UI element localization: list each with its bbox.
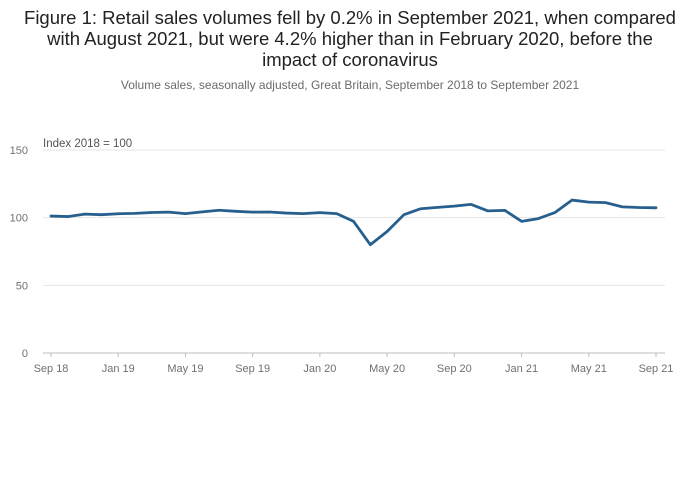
data-point[interactable]: Feb 21: 99.3 [533, 214, 543, 224]
x-axis-ticks: Sep 18 Jan 19 May 19 Sep 19 Jan 20 May 20 Sep … [34, 353, 674, 375]
data-point[interactable]: Sep 18: 101.2 [46, 211, 56, 221]
data-point[interactable]: Mar 19: 103.8 [147, 208, 157, 218]
x-tick-label: Sep 20 [437, 363, 472, 375]
x-tick-label: Sep 21 [639, 363, 674, 375]
data-points: Sep 18: 101.2 Oct 18: 100.8 Nov 18: 102.6 D… [46, 195, 661, 250]
data-point[interactable]: Dec 18: 102.2 [96, 210, 106, 220]
y-axis-ticks: 0 50 100 150 [10, 145, 28, 360]
data-point[interactable]: Aug 19: 104.7 [231, 206, 241, 216]
data-point[interactable]: Jan 20: 103.7 [315, 208, 325, 218]
data-point[interactable]: Jun 20: 102.2 [399, 210, 409, 220]
data-point[interactable]: Sep 20: 108.5 [449, 201, 459, 211]
y-tick-label: 150 [10, 145, 28, 157]
y-tick-label: 0 [22, 348, 28, 360]
x-tick-label: May 21 [571, 363, 607, 375]
data-point[interactable]: Apr 20: 80 [365, 240, 375, 250]
data-point[interactable]: Nov 19: 103.4 [281, 208, 291, 218]
y-axis-label: Index 2018 = 100 [43, 138, 132, 150]
data-point[interactable]: Nov 18: 102.6 [80, 209, 90, 219]
data-point[interactable]: Feb 19: 103.2 [130, 208, 140, 218]
data-point[interactable]: Jul 19: 105.5 [214, 205, 224, 215]
chart-subtitle: Volume sales, seasonally adjusted, Great… [120, 78, 580, 92]
data-point[interactable]: Aug 20: 107.6 [433, 202, 443, 212]
x-tick-label: Jan 19 [102, 363, 135, 375]
y-tick-label: 100 [10, 213, 28, 225]
series-line-volume-sales [49, 198, 658, 247]
data-point[interactable]: Dec 20: 105.4 [500, 205, 510, 215]
series-layer [49, 198, 658, 247]
data-point[interactable]: Jun 19: 104.3 [197, 207, 207, 217]
data-point[interactable]: Aug 21: 107.5 [634, 203, 644, 213]
data-point[interactable]: Jun 21: 111.1 [601, 198, 611, 208]
data-point[interactable]: Oct 20: 109.8 [466, 199, 476, 209]
data-point[interactable]: Jan 19: 102.9 [113, 209, 123, 219]
data-point[interactable]: Mar 21: 103.9 [550, 207, 560, 217]
data-point[interactable]: Nov 20: 105 [483, 206, 493, 216]
grid-lines [43, 149, 665, 354]
data-point[interactable]: Jul 20: 106.6 [416, 204, 426, 214]
data-point[interactable]: Jan 21: 97.3 [517, 216, 527, 226]
data-point[interactable]: Sep 21: 107.3 [651, 203, 661, 213]
x-tick-label: May 19 [167, 363, 203, 375]
x-tick-label: Sep 18 [34, 363, 69, 375]
data-point[interactable]: Mar 20: 97.3 [349, 216, 359, 226]
data-point[interactable]: Oct 18: 100.8 [63, 212, 73, 222]
data-point[interactable]: Feb 20: 103 [332, 209, 342, 219]
data-point[interactable]: May 19: 103 [180, 209, 190, 219]
x-tick-label: Jan 20 [303, 363, 336, 375]
data-point[interactable]: Dec 19: 103 [298, 209, 308, 219]
data-point[interactable]: Apr 21: 113 [567, 195, 577, 205]
data-point[interactable]: Apr 19: 104.1 [164, 207, 174, 217]
x-tick-label: Jan 21 [505, 363, 538, 375]
x-tick-label: May 20 [369, 363, 405, 375]
data-point[interactable]: May 20: 89.8 [382, 226, 392, 236]
x-tick-label: Sep 19 [235, 363, 270, 375]
y-tick-label: 50 [16, 280, 28, 292]
data-point[interactable]: May 21: 111.5 [584, 197, 594, 207]
chart-title: Figure 1: Retail sales volumes fell by 0… [24, 7, 676, 70]
data-point[interactable]: Oct 19: 104.2 [264, 207, 274, 217]
data-point[interactable]: Jul 21: 108 [617, 202, 627, 212]
data-point[interactable]: Sep 19: 104.1 [248, 207, 258, 217]
